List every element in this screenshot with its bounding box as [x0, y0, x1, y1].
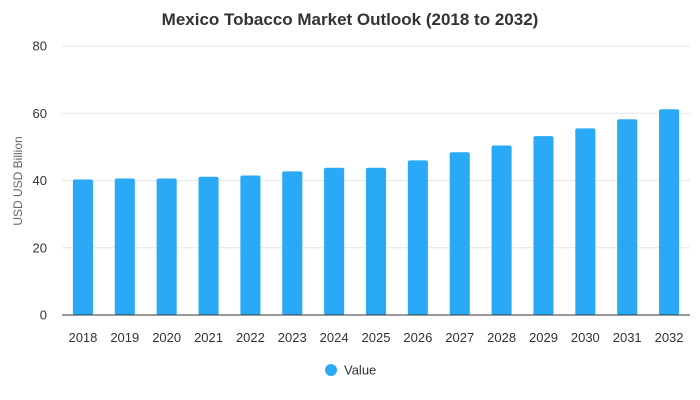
- chart-title: Mexico Tobacco Market Outlook (2018 to 2…: [162, 10, 539, 29]
- y-tick-label: 40: [33, 173, 47, 188]
- x-tick-label: 2022: [236, 330, 265, 345]
- x-tick-label: 2019: [110, 330, 139, 345]
- bar-2027[interactable]: 2027: 48.4: [449, 152, 470, 315]
- x-tick-label: 2018: [68, 330, 97, 345]
- y-tick-label: 0: [40, 308, 47, 323]
- bar-2018[interactable]: 2018: 40.3: [72, 179, 93, 315]
- bar-2030[interactable]: 2030: 55.5: [575, 128, 596, 315]
- x-tick-label: 2031: [613, 330, 642, 345]
- x-tick-label: 2026: [403, 330, 432, 345]
- bar-2023[interactable]: 2023: 42.7: [282, 171, 303, 315]
- x-tick-label: 2023: [278, 330, 307, 345]
- x-tick-label: 2029: [529, 330, 558, 345]
- bar-2028[interactable]: 2028: 50.4: [491, 145, 512, 315]
- x-tick-label: 2020: [152, 330, 181, 345]
- legend[interactable]: Value: [325, 363, 376, 378]
- bar-2029[interactable]: 2029: 53.2: [533, 136, 554, 315]
- bar-2031[interactable]: 2031: 58.2: [617, 119, 638, 316]
- x-axis-ticks: 2018 2019 2020 2021 2022 2023 2024 2025 2026 2027…: [68, 330, 683, 345]
- y-tick-label: 20: [33, 240, 47, 255]
- y-tick-label: 80: [33, 39, 47, 54]
- y-axis-ticks: 0 20 40 60 80: [33, 39, 47, 323]
- y-tick-label: 60: [33, 106, 47, 121]
- bar-2019[interactable]: 2019: 40.6: [114, 178, 135, 315]
- x-tick-label: 2025: [362, 330, 391, 345]
- x-tick-label: 2028: [487, 330, 516, 345]
- bar-2024[interactable]: 2024: 43.8: [324, 167, 345, 315]
- x-tick-label: 2032: [655, 330, 684, 345]
- x-tick-label: 2021: [194, 330, 223, 345]
- legend-marker-value[interactable]: [325, 364, 337, 376]
- bar-2022[interactable]: 2022: 41.5: [240, 175, 261, 315]
- bar-2026[interactable]: 2026: 46: [407, 160, 428, 315]
- x-tick-label: 2024: [320, 330, 349, 345]
- bar-2032[interactable]: 2032: 61.2: [659, 109, 680, 315]
- legend-label-value[interactable]: Value: [344, 363, 376, 378]
- bar-2021[interactable]: 2021: 41.1: [198, 176, 219, 315]
- bar-2020[interactable]: 2020: 40.6: [156, 178, 177, 315]
- x-tick-label: 2030: [571, 330, 600, 345]
- bars: 2018: 40.3 2019: 40.6 2020: 40.6 2021: 41.1…: [72, 109, 680, 316]
- bar-2025[interactable]: 2025: 43.8: [365, 167, 387, 315]
- y-axis-title: USD USD Billion: [11, 136, 25, 225]
- x-tick-label: 2027: [445, 330, 474, 345]
